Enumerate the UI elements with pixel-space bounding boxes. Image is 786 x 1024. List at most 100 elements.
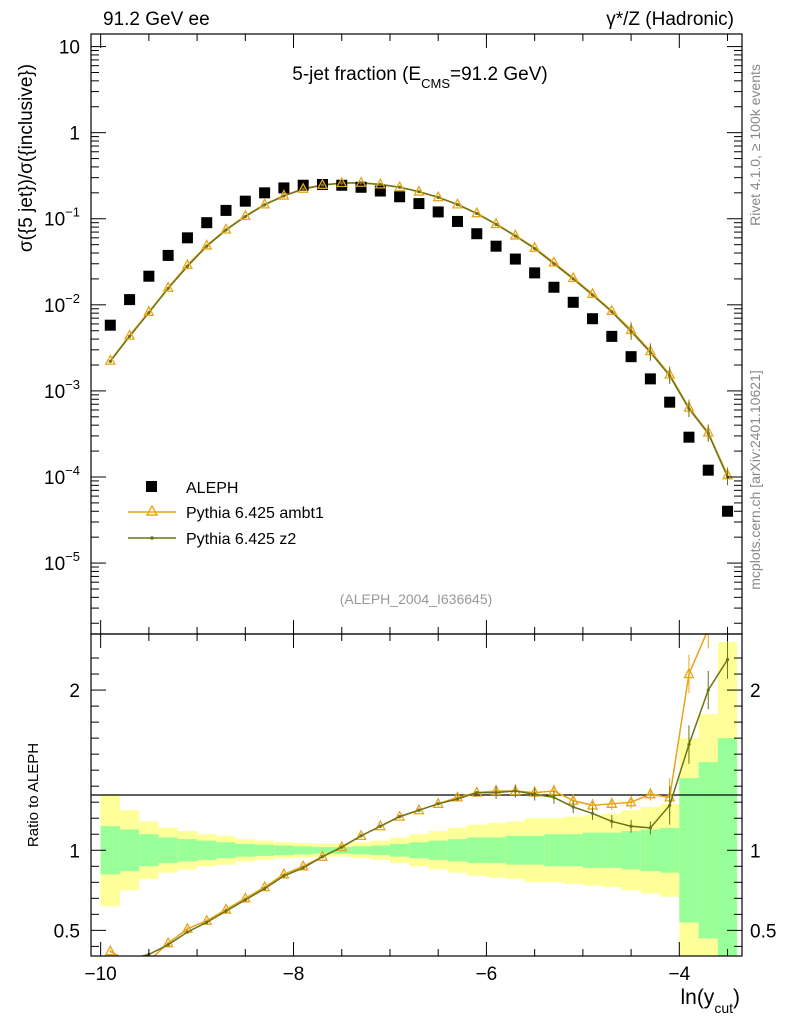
ratio-point-z2-31 — [706, 688, 710, 692]
ratio-point-z2-14 — [378, 824, 382, 828]
band-stat-6 — [216, 842, 236, 859]
band-stat-5 — [197, 840, 217, 860]
y-tick-label-2: 10−1 — [44, 205, 80, 231]
ratio-data-marks — [104, 605, 732, 966]
band-stat-23 — [544, 834, 564, 867]
ratio-y-tick-label-left-2: 0.5 — [54, 921, 80, 942]
x-tick-label-2: −6 — [476, 964, 498, 985]
ambt1-point-22 — [529, 241, 541, 252]
ratio-point-ambt1-31 — [704, 624, 713, 633]
ratio-point-z2-32 — [725, 658, 730, 662]
band-stat-10 — [293, 846, 313, 855]
z2-point-25 — [590, 293, 595, 297]
ratio-point-z2-27 — [629, 824, 633, 828]
ratio-y-tick-label-right-2: 0.5 — [750, 921, 776, 942]
band-stat-22 — [525, 835, 545, 865]
ambt1-point-11 — [316, 178, 329, 189]
ratio-point-z2-3 — [166, 943, 170, 947]
ambt1-point-16 — [413, 185, 425, 196]
z2-point-17 — [436, 195, 440, 199]
aleph-point-22 — [529, 267, 541, 279]
y-tick-label-exp-6: −5 — [65, 549, 80, 564]
aleph-point-13 — [355, 181, 367, 193]
plot-title-end: =91.2 GeV) — [450, 64, 548, 85]
ambt1-point-18 — [451, 197, 464, 209]
aleph-point-24 — [567, 296, 579, 308]
z2-point-23 — [552, 262, 556, 266]
z2-point-7 — [243, 214, 247, 219]
plot-title: 5-jet fraction (ECMS=91.2 GeV) — [292, 64, 547, 91]
ratio-point-ambt1-18 — [451, 791, 464, 802]
aleph-point-21 — [509, 253, 521, 265]
ratio-y-axis-title: Ratio to ALEPH — [25, 743, 42, 847]
ratio-point-z2-30 — [687, 742, 691, 747]
ambt1-point-24 — [567, 271, 579, 283]
y-tick-label-3: 10−2 — [44, 291, 80, 317]
ambt1-point-17 — [432, 190, 444, 202]
legend: ALEPH Pythia 6.425 ambt1 Pythia 6.425 z2 — [128, 480, 324, 548]
x-axis-title: ln(ycut) — [680, 986, 740, 1016]
band-stat-2 — [139, 834, 159, 867]
y-tick-label-exp-2: −1 — [65, 205, 80, 220]
ambt1-point-15 — [394, 180, 406, 192]
z2-point-24 — [571, 277, 575, 281]
ambt1-point-1 — [123, 329, 136, 340]
ratio-y-tick-label-right-0: 2 — [750, 681, 761, 702]
band-stat-27 — [621, 831, 641, 870]
legend-marker-ambt1 — [145, 504, 159, 516]
ratio-point-z2-24 — [571, 805, 575, 809]
aleph-point-31 — [702, 464, 714, 476]
ratio-point-ambt1-2 — [148, 954, 150, 956]
ambt1-point-9 — [278, 189, 290, 200]
aleph-point-7 — [239, 195, 251, 207]
ratio-point-ambt1-30 — [683, 667, 695, 679]
band-stat-32 — [717, 738, 738, 956]
aleph-point-16 — [413, 198, 425, 210]
ratio-point-z2-22 — [533, 792, 537, 796]
y-tick-label-exp-3: −2 — [65, 291, 80, 306]
z2-point-18 — [455, 202, 460, 207]
ratio-point-z2-28 — [648, 826, 652, 830]
ratio-point-ambt1-0 — [104, 944, 116, 956]
ambt1-point-20 — [490, 217, 502, 229]
ratio-point-ambt1-5 — [201, 914, 213, 925]
plot-title-sub: CMS — [421, 76, 450, 91]
aleph-point-5 — [201, 217, 213, 229]
band-stat-28 — [640, 829, 661, 872]
plot-title-main: 5-jet fraction (E — [292, 64, 421, 85]
aleph-point-18 — [451, 215, 463, 227]
y-tick-label-exp-5: −4 — [65, 463, 80, 478]
ratio-point-ambt1-1 — [125, 957, 134, 966]
ratio-point-z2-8 — [263, 887, 267, 891]
aleph-point-2 — [143, 270, 155, 282]
ratio-line-ambt1 — [109, 634, 707, 956]
z2-point-14 — [378, 182, 382, 187]
legend-marker-aleph — [146, 481, 157, 492]
ratio-point-ambt1-9 — [278, 867, 290, 879]
band-stat-11 — [312, 847, 333, 854]
ratio-point-z2-10 — [301, 866, 305, 870]
ratio-point-ambt1-32 — [723, 605, 732, 614]
ratio-point-z2-19 — [475, 790, 479, 795]
ratio-point-z2-15 — [398, 815, 402, 819]
y-tick-label-0: 10 — [59, 38, 80, 59]
band-stat-19 — [467, 837, 487, 864]
y-tick-label-base-5: 10 — [44, 468, 65, 489]
ambt1-point-2 — [143, 305, 155, 316]
z2-point-9 — [282, 194, 286, 198]
mcplots-text: mcplots.cern.ch [arXiv:2401.10621] — [747, 370, 763, 589]
band-stat-14 — [370, 845, 390, 856]
analysis-id: (ALEPH_2004_I636645) — [340, 591, 493, 607]
band-stat-20 — [486, 837, 506, 864]
aleph-point-0 — [104, 319, 116, 331]
ratio-y-tick-label-left-1: 1 — [69, 841, 80, 862]
aleph-point-26 — [606, 330, 618, 342]
ratio-point-z2-11 — [320, 855, 325, 859]
ambt1-point-19 — [471, 206, 483, 218]
ratio-point-z2-1 — [128, 958, 131, 961]
band-stat-9 — [274, 845, 294, 856]
z2-point-1 — [127, 334, 132, 338]
ambt1-point-3 — [162, 281, 174, 292]
ambt1-point-23 — [548, 256, 560, 267]
